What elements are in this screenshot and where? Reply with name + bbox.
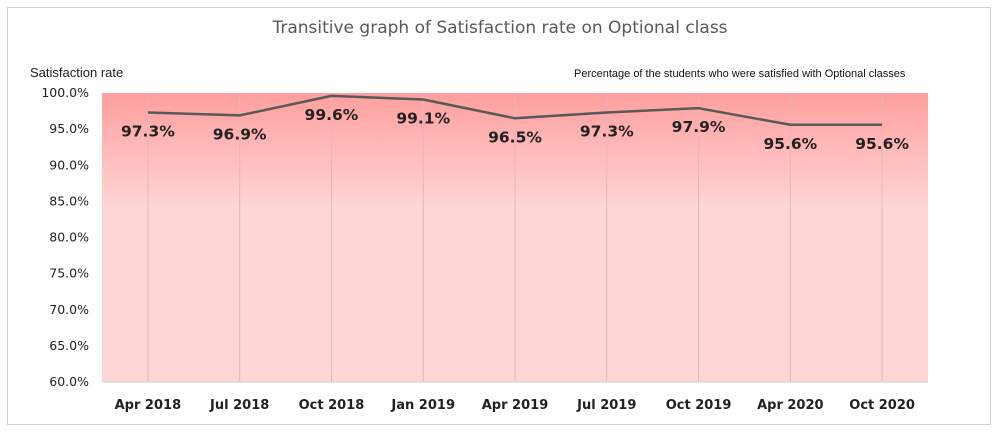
data-label: 97.3%	[121, 123, 175, 141]
data-label: 95.6%	[855, 135, 909, 153]
y-tick-label: 70.0%	[49, 302, 89, 317]
y-tick-label: 95.0%	[49, 121, 89, 136]
x-tick-label: Oct 2018	[299, 398, 365, 413]
data-label: 97.3%	[580, 123, 634, 141]
x-tick-label: Oct 2019	[666, 398, 732, 413]
y-tick-label: 60.0%	[49, 374, 89, 389]
y-axis-label: Satisfaction rate	[30, 65, 124, 80]
chart-annotation: Percentage of the students who were sati…	[574, 68, 906, 80]
x-tick-label: Apr 2018	[115, 398, 182, 413]
y-tick-label: 85.0%	[49, 193, 89, 208]
y-tick-label: 75.0%	[49, 266, 89, 281]
y-tick-label: 100.0%	[41, 85, 89, 100]
data-label: 99.6%	[305, 106, 359, 124]
data-label: 96.5%	[488, 128, 542, 146]
x-tick-label: Jan 2019	[390, 398, 455, 413]
x-tick-label: Jul 2018	[209, 398, 269, 413]
y-tick-label: 80.0%	[49, 230, 89, 245]
x-tick-label: Oct 2020	[849, 398, 915, 413]
x-tick-label: Apr 2019	[482, 398, 549, 413]
x-tick-label: Jul 2019	[576, 398, 636, 413]
data-label: 95.6%	[763, 135, 817, 153]
data-label: 97.9%	[672, 118, 726, 136]
series-line	[147, 94, 883, 127]
y-tick-label: 65.0%	[49, 338, 89, 353]
x-tick-label: Apr 2020	[757, 398, 824, 413]
chart-title: Transitive graph of Satisfaction rate on…	[272, 18, 728, 38]
data-label: 99.1%	[396, 110, 450, 128]
y-tick-label: 90.0%	[49, 157, 89, 172]
data-label: 96.9%	[213, 125, 267, 143]
